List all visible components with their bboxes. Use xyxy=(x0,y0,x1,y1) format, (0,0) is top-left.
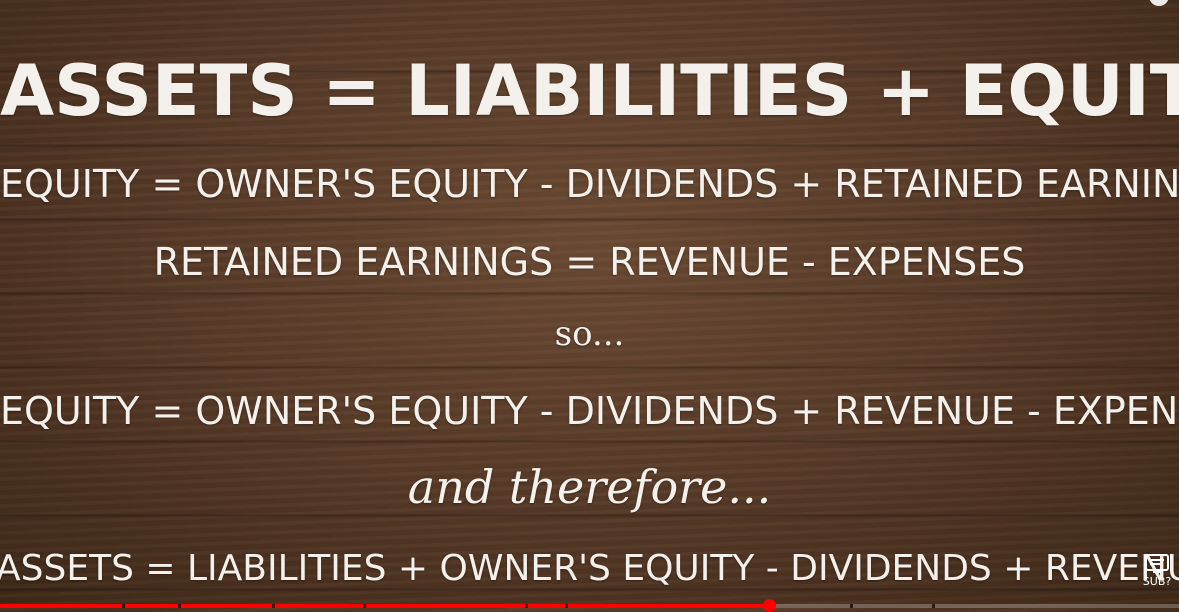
equation-expanded-accounting: ASSETS = LIABILITIES + OWNER'S EQUITY - … xyxy=(0,548,1179,589)
subscribe-badge[interactable]: SUB? xyxy=(1141,552,1173,594)
chapter-marker xyxy=(932,604,935,608)
subscribe-label: SUB? xyxy=(1142,575,1172,588)
chapter-marker xyxy=(565,604,568,608)
progress-scrubber[interactable] xyxy=(762,599,776,612)
chapter-marker xyxy=(525,604,528,608)
progress-played xyxy=(0,604,769,608)
chapter-marker xyxy=(178,604,181,608)
equation-retained-earnings: RETAINED EARNINGS = REVENUE - EXPENSES xyxy=(153,240,1026,284)
chapter-marker xyxy=(122,604,125,608)
chapter-marker xyxy=(850,604,853,608)
equation-main: ASSETS = LIABILITIES + EQUITY xyxy=(0,50,1179,132)
close-icon[interactable] xyxy=(1149,0,1169,6)
chapter-marker xyxy=(363,604,366,608)
subscribe-icon xyxy=(1145,554,1169,573)
chapter-marker xyxy=(272,604,275,608)
connector-so: so... xyxy=(554,314,625,354)
equation-equity: EQUITY = OWNER'S EQUITY - DIVIDENDS + RE… xyxy=(0,162,1179,206)
video-progress-bar[interactable] xyxy=(0,599,1179,612)
connector-therefore: and therefore... xyxy=(407,460,772,514)
equation-equity-expanded: EQUITY = OWNER'S EQUITY - DIVIDENDS + RE… xyxy=(0,389,1179,433)
